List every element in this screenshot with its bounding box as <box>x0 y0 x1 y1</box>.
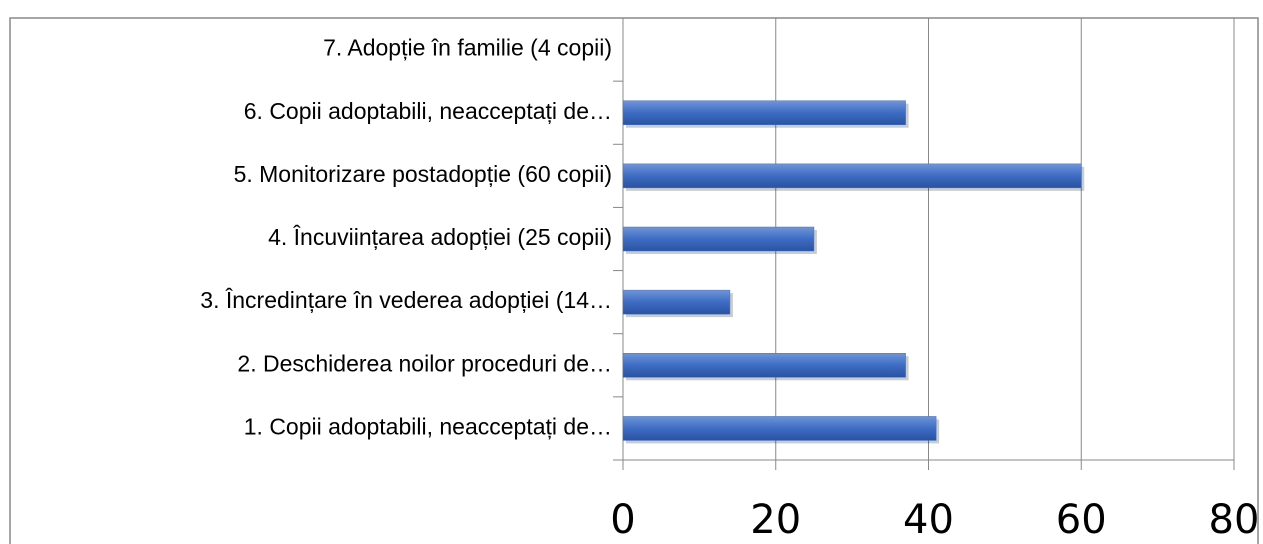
y-tick-label: 3. Încredințare în vederea adopției (14… <box>200 287 612 313</box>
chart-frame <box>9 17 1259 544</box>
bar <box>622 353 906 378</box>
y-tick-label: 4. Încuviințarea adopției (25 copii) <box>268 224 612 250</box>
y-tick-label: 2. Deschiderea noilor proceduri de… <box>237 350 612 376</box>
bar <box>622 226 815 252</box>
y-tick-label: 6. Copii adoptabili, neacceptați de… <box>244 98 612 124</box>
x-tick-label: 40 <box>903 497 954 543</box>
y-tick-label: 7. Adopție în familie (4 copii) <box>323 35 612 61</box>
x-tick-label: 0 <box>610 497 635 543</box>
y-tick-label: 1. Copii adoptabili, neacceptați de… <box>244 414 612 440</box>
bar <box>622 416 937 441</box>
x-tick-label: 20 <box>750 497 801 543</box>
bar <box>622 100 906 125</box>
x-tick-label: 80 <box>1209 497 1260 543</box>
bar <box>622 163 1082 189</box>
y-tick-label: 5. Monitorizare postadopție (60 copii) <box>234 161 612 187</box>
x-tick-label: 60 <box>1056 497 1107 543</box>
bar <box>622 289 731 315</box>
